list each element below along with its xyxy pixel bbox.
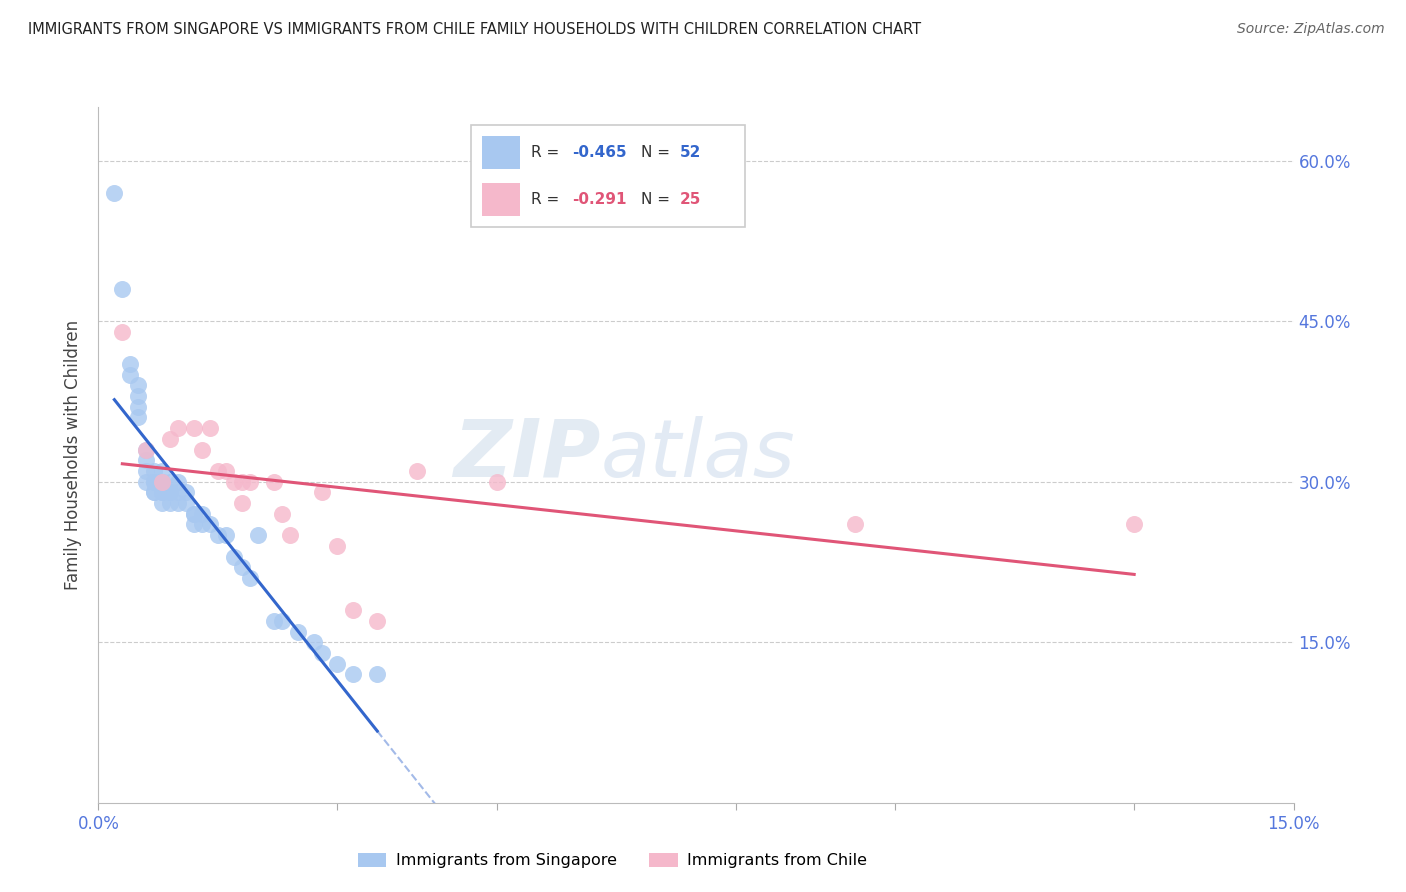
Point <box>135 442 157 457</box>
Point <box>143 464 166 478</box>
Point <box>174 485 197 500</box>
Point <box>342 667 364 681</box>
Text: -0.291: -0.291 <box>572 193 627 207</box>
Point <box>167 421 190 435</box>
Point <box>111 282 134 296</box>
Point <box>127 389 149 403</box>
Point <box>150 485 173 500</box>
Point <box>159 485 181 500</box>
Point <box>150 475 173 489</box>
Point <box>270 507 292 521</box>
Point <box>150 475 173 489</box>
Legend: Immigrants from Singapore, Immigrants from Chile: Immigrants from Singapore, Immigrants fr… <box>352 847 873 875</box>
Point <box>183 421 205 435</box>
Y-axis label: Family Households with Children: Family Households with Children <box>65 320 83 590</box>
Text: 52: 52 <box>679 145 700 160</box>
Text: ZIP: ZIP <box>453 416 600 494</box>
Point <box>311 646 333 660</box>
Point <box>239 475 262 489</box>
Text: R =: R = <box>531 145 564 160</box>
Point <box>231 560 253 574</box>
Point <box>127 378 149 392</box>
Point <box>183 507 205 521</box>
Text: -0.465: -0.465 <box>572 145 627 160</box>
Point <box>1123 517 1146 532</box>
Point <box>215 464 238 478</box>
Point <box>159 475 181 489</box>
Point <box>111 325 134 339</box>
Point <box>120 368 142 382</box>
Point <box>191 442 214 457</box>
Point <box>150 485 173 500</box>
Point <box>207 528 229 542</box>
Point <box>191 517 214 532</box>
Point <box>127 410 149 425</box>
Text: R =: R = <box>531 193 564 207</box>
Point <box>246 528 269 542</box>
Point <box>342 603 364 617</box>
Point <box>366 667 388 681</box>
Point <box>159 432 181 446</box>
Point <box>406 464 429 478</box>
Point <box>127 400 149 414</box>
Text: IMMIGRANTS FROM SINGAPORE VS IMMIGRANTS FROM CHILE FAMILY HOUSEHOLDS WITH CHILDR: IMMIGRANTS FROM SINGAPORE VS IMMIGRANTS … <box>28 22 921 37</box>
Point <box>150 475 173 489</box>
Point <box>222 549 245 564</box>
Point <box>311 485 333 500</box>
Point <box>143 475 166 489</box>
Text: Source: ZipAtlas.com: Source: ZipAtlas.com <box>1237 22 1385 37</box>
Point <box>287 624 309 639</box>
Point <box>143 475 166 489</box>
Point <box>844 517 866 532</box>
Point <box>174 496 197 510</box>
Point <box>183 517 205 532</box>
Point <box>263 475 285 489</box>
Point <box>215 528 238 542</box>
Point <box>167 485 190 500</box>
Point <box>135 475 157 489</box>
Point <box>366 614 388 628</box>
Point <box>103 186 125 200</box>
Point <box>198 517 221 532</box>
Point <box>191 507 214 521</box>
Point <box>150 464 173 478</box>
Bar <box>482 136 520 169</box>
Point <box>270 614 292 628</box>
Point <box>326 657 349 671</box>
Point <box>167 475 190 489</box>
Point <box>135 453 157 467</box>
Point <box>326 539 349 553</box>
Text: 25: 25 <box>679 193 700 207</box>
Point <box>120 357 142 371</box>
Text: atlas: atlas <box>600 416 796 494</box>
Point <box>150 496 173 510</box>
Point <box>143 485 166 500</box>
Text: N =: N = <box>641 193 675 207</box>
Point <box>167 496 190 510</box>
Point <box>159 485 181 500</box>
Text: N =: N = <box>641 145 675 160</box>
Point <box>159 496 181 510</box>
Point <box>143 485 166 500</box>
Point <box>263 614 285 628</box>
Point <box>231 496 253 510</box>
Point <box>231 475 253 489</box>
Point <box>135 442 157 457</box>
Point <box>239 571 262 585</box>
Point <box>198 421 221 435</box>
Point <box>135 464 157 478</box>
Bar <box>482 184 520 216</box>
Point <box>183 507 205 521</box>
Point <box>222 475 245 489</box>
Point <box>485 475 508 489</box>
Point <box>207 464 229 478</box>
Point <box>278 528 301 542</box>
Point <box>302 635 325 649</box>
